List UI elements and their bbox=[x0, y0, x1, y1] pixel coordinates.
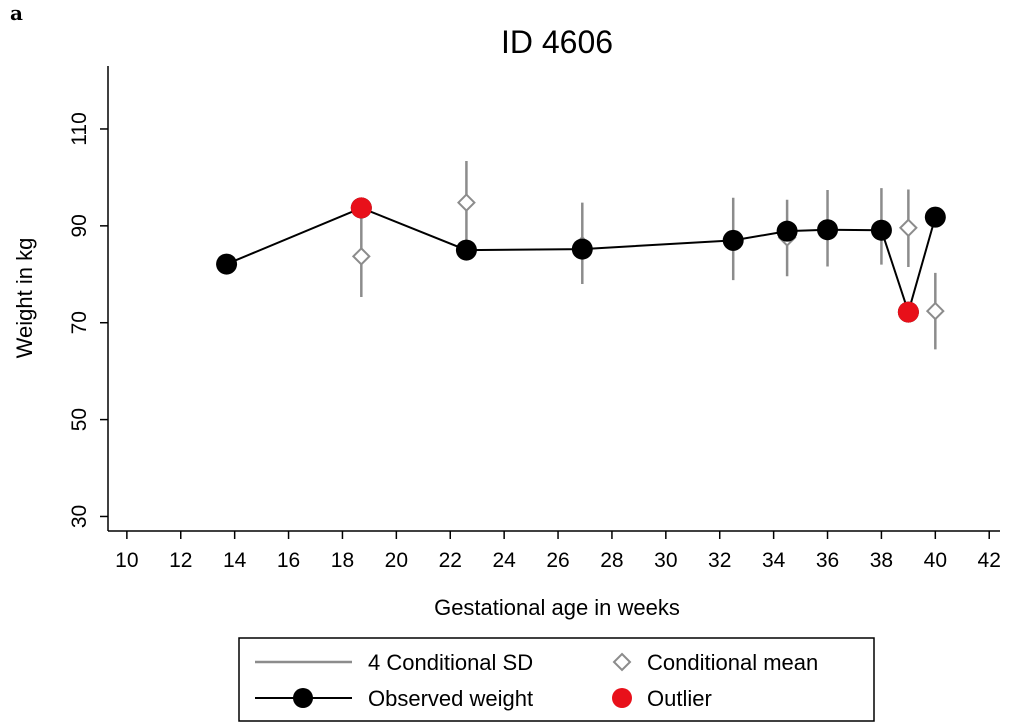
x-tick-label: 28 bbox=[600, 549, 623, 572]
legend-observed-label: Observed weight bbox=[368, 686, 533, 711]
observed-weight-point bbox=[455, 239, 477, 261]
x-tick-label: 10 bbox=[115, 549, 138, 572]
observed-weight-line bbox=[226, 206, 937, 316]
observed-weight-point bbox=[776, 220, 798, 242]
x-tick-label: 24 bbox=[492, 549, 516, 572]
legend-outlier-swatch bbox=[612, 688, 632, 708]
outlier-point bbox=[350, 197, 372, 219]
outlier-markers bbox=[350, 197, 919, 323]
conditional-mean-marker bbox=[925, 301, 945, 321]
conditional-mean-marker bbox=[351, 246, 371, 266]
legend-sd-label: 4 Conditional SD bbox=[368, 650, 533, 675]
y-tick-label: 90 bbox=[68, 214, 91, 237]
conditional-mean-marker bbox=[898, 218, 918, 238]
x-tick-label: 34 bbox=[762, 549, 786, 572]
x-axis-label: Gestational age in weeks bbox=[434, 595, 680, 620]
chart-title: ID 4606 bbox=[501, 24, 613, 60]
conditional-mean-marker bbox=[457, 193, 476, 213]
y-tick-label: 70 bbox=[68, 311, 91, 334]
conditional-mean-markers bbox=[351, 193, 945, 321]
conditional-sd-bars bbox=[360, 160, 937, 350]
legend-mean-label: Conditional mean bbox=[647, 650, 818, 675]
legend-observed-swatch-dot bbox=[293, 688, 313, 708]
y-ticks: 30 50 70 90 110 bbox=[68, 112, 108, 528]
x-tick-label: 40 bbox=[924, 549, 947, 572]
x-tick-label: 36 bbox=[816, 549, 839, 572]
x-tick-label: 32 bbox=[708, 549, 731, 572]
x-tick-label: 22 bbox=[439, 549, 462, 572]
x-tick-label: 18 bbox=[331, 549, 354, 572]
axes bbox=[107, 66, 1000, 532]
observed-weight-point bbox=[870, 219, 892, 241]
observed-weight-point bbox=[924, 206, 946, 228]
panel-letter: a bbox=[10, 1, 23, 25]
observed-weight-series bbox=[216, 197, 946, 323]
x-tick-label: 42 bbox=[978, 549, 1001, 572]
y-tick-label: 110 bbox=[68, 112, 91, 145]
observed-weight-point bbox=[817, 219, 839, 241]
x-tick-label: 38 bbox=[870, 549, 893, 572]
x-tick-label: 14 bbox=[223, 549, 247, 572]
observed-weight-point bbox=[216, 253, 238, 275]
outlier-point bbox=[897, 301, 919, 323]
y-tick-label: 50 bbox=[68, 408, 91, 431]
x-tick-label: 12 bbox=[169, 549, 192, 572]
y-tick-label: 30 bbox=[68, 505, 91, 528]
legend-mean-swatch bbox=[612, 652, 632, 672]
legend-outlier-label: Outlier bbox=[647, 686, 712, 711]
legend-box bbox=[238, 637, 875, 722]
legend: 4 Conditional SD Conditional mean Observ… bbox=[238, 637, 875, 722]
y-axis-label: Weight in kg bbox=[12, 238, 37, 359]
x-tick-label: 16 bbox=[277, 549, 300, 572]
x-tick-label: 20 bbox=[385, 549, 408, 572]
observed-weight-point bbox=[571, 238, 593, 260]
x-tick-label: 30 bbox=[654, 549, 677, 572]
observed-weight-point bbox=[722, 229, 744, 251]
x-ticks: 10 12 14 16 18 20 22 24 26 28 30 32 34 36 38 40 42 bbox=[115, 531, 1001, 572]
x-tick-label: 26 bbox=[546, 549, 569, 572]
